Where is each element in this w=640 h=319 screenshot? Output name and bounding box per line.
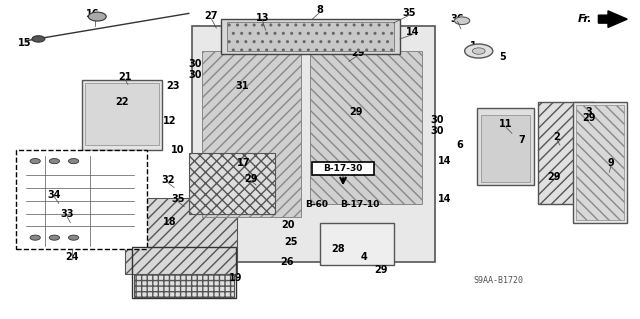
Text: B-60: B-60	[305, 200, 328, 209]
Bar	[16, 150, 147, 249]
Text: 30: 30	[188, 70, 202, 80]
Text: 20: 20	[281, 220, 295, 230]
Text: 10: 10	[171, 145, 185, 155]
Text: 5: 5	[499, 52, 506, 63]
Text: 29: 29	[582, 113, 596, 123]
Circle shape	[68, 235, 79, 240]
Text: S9AA-B1720: S9AA-B1720	[474, 276, 524, 285]
Circle shape	[30, 159, 40, 164]
Text: 34: 34	[47, 189, 61, 200]
Text: 29: 29	[547, 172, 561, 182]
Text: 9: 9	[608, 158, 614, 168]
Bar	[538, 102, 594, 204]
Circle shape	[32, 36, 45, 42]
Bar	[477, 108, 534, 185]
Bar	[189, 153, 275, 214]
Bar	[221, 19, 400, 54]
Circle shape	[454, 17, 470, 25]
FancyArrow shape	[598, 11, 627, 27]
Text: 2: 2	[554, 132, 560, 142]
Circle shape	[49, 159, 60, 164]
Bar	[132, 247, 236, 298]
Bar	[573, 102, 627, 223]
Text: 17: 17	[236, 158, 250, 168]
Text: 12: 12	[163, 116, 177, 126]
Text: 27: 27	[204, 11, 218, 21]
Text: 19: 19	[228, 273, 243, 283]
Bar	[576, 105, 624, 220]
Text: 15: 15	[17, 38, 31, 48]
Text: 16: 16	[86, 9, 100, 19]
Bar	[125, 198, 237, 274]
Text: Fr.: Fr.	[577, 14, 592, 24]
Text: 14: 14	[438, 156, 452, 166]
Text: 3: 3	[586, 107, 592, 117]
Bar	[85, 83, 159, 145]
Text: 23: 23	[166, 81, 180, 91]
Text: 29: 29	[351, 48, 365, 58]
Bar	[310, 51, 422, 204]
Text: 30: 30	[430, 115, 444, 125]
Bar	[82, 80, 162, 150]
Text: 30: 30	[430, 126, 444, 136]
Bar	[192, 26, 435, 262]
Text: B-17-10: B-17-10	[340, 200, 380, 209]
Text: 11: 11	[499, 119, 513, 130]
Text: 32: 32	[161, 175, 175, 185]
Text: 7: 7	[518, 135, 525, 145]
Circle shape	[30, 235, 40, 240]
Text: 33: 33	[60, 209, 74, 219]
Text: 24: 24	[65, 252, 79, 262]
Bar	[312, 162, 374, 175]
Text: 31: 31	[235, 81, 249, 91]
Text: 21: 21	[118, 71, 132, 82]
Text: 22: 22	[115, 97, 129, 107]
Text: 36: 36	[451, 14, 465, 24]
Circle shape	[49, 235, 60, 240]
Text: 30: 30	[188, 59, 202, 69]
Text: 1: 1	[470, 41, 477, 51]
Bar	[481, 115, 530, 182]
Text: 13: 13	[255, 12, 269, 23]
Text: 35: 35	[403, 8, 417, 18]
Text: 35: 35	[171, 194, 185, 204]
Text: 29: 29	[349, 107, 363, 117]
Circle shape	[472, 48, 485, 54]
Bar	[134, 248, 234, 297]
Text: 8: 8	[317, 4, 323, 15]
Text: 26: 26	[280, 256, 294, 267]
Text: 25: 25	[284, 237, 298, 248]
Text: 29: 29	[244, 174, 258, 184]
Text: 28: 28	[331, 244, 345, 254]
Circle shape	[68, 159, 79, 164]
Text: 29: 29	[374, 264, 388, 275]
Text: 14: 14	[406, 27, 420, 37]
Bar	[227, 22, 394, 51]
Text: 4: 4	[360, 252, 367, 262]
Bar	[320, 223, 394, 265]
Text: 6: 6	[456, 140, 463, 150]
Text: B-17-30: B-17-30	[323, 164, 363, 173]
Circle shape	[88, 12, 106, 21]
Bar	[202, 51, 301, 217]
Text: 14: 14	[438, 194, 452, 204]
Text: 18: 18	[163, 217, 177, 227]
Circle shape	[465, 44, 493, 58]
